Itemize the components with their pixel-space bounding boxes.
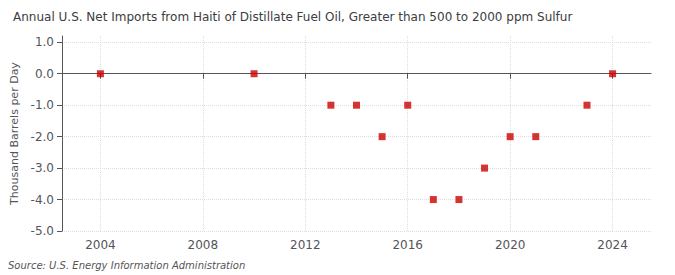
svg-text:2020: 2020 [495,238,526,252]
svg-text:2016: 2016 [392,238,423,252]
svg-text:Source: U.S. Energy Informatio: Source: U.S. Energy Information Administ… [8,260,245,271]
svg-text:-4.0: -4.0 [31,193,54,207]
svg-text:-1.0: -1.0 [31,98,54,112]
svg-text:2004: 2004 [85,238,116,252]
svg-text:-3.0: -3.0 [31,161,54,175]
svg-text:0.0: 0.0 [35,67,54,81]
svg-text:Thousand Barrels per Day: Thousand Barrels per Day [8,62,21,206]
svg-text:1.0: 1.0 [35,35,54,49]
svg-text:-5.0: -5.0 [31,224,54,238]
svg-text:2012: 2012 [290,238,321,252]
svg-text:2008: 2008 [188,238,219,252]
svg-text:Annual U.S. Net Imports from H: Annual U.S. Net Imports from Haiti of Di… [13,10,572,24]
svg-text:-2.0: -2.0 [31,130,54,144]
svg-text:2024: 2024 [597,238,628,252]
